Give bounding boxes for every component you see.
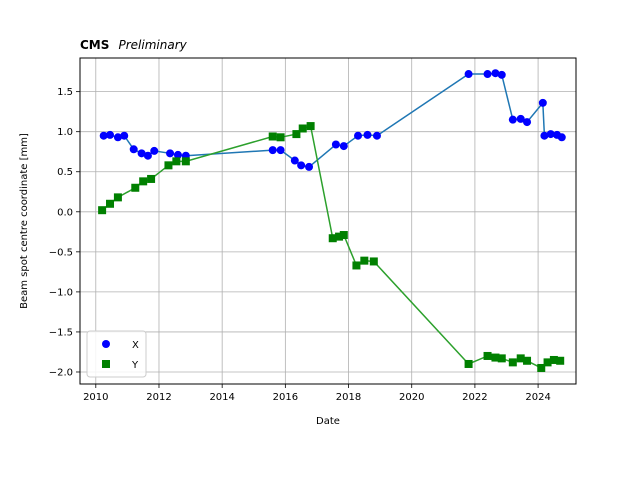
y-tick-label: −2.0 — [49, 367, 73, 378]
series-y-point — [483, 351, 492, 360]
legend: X Y — [86, 330, 147, 378]
series-x-point — [516, 114, 525, 123]
series-x-point — [331, 140, 340, 149]
y-axis-label: Beam spot centre coordinate [mm] — [19, 133, 30, 309]
y-tick-label: −1.5 — [49, 327, 73, 338]
series-y-point — [113, 193, 122, 202]
series-y-point — [352, 261, 361, 270]
x-tick-label: 2020 — [399, 392, 424, 403]
y-axis: −2.0 −1.5 −1.0 −0.5 0.0 0.5 1.0 1.5 — [49, 87, 80, 378]
series-x-point — [557, 133, 566, 142]
series-y-point — [523, 356, 532, 365]
x-axis-label: Date — [316, 416, 340, 427]
series-y-point — [328, 234, 337, 243]
series-x-point — [150, 146, 159, 155]
series-x-point — [483, 70, 492, 79]
subtitle-text: Preliminary — [118, 38, 187, 52]
series-x-point — [268, 146, 277, 155]
series-x-point — [464, 70, 473, 79]
y-gridlines — [80, 91, 576, 373]
series-y-point — [537, 363, 546, 372]
series-x-point — [137, 149, 146, 158]
series-y-point — [147, 174, 156, 183]
series-x-point — [372, 131, 381, 140]
title-text: CMS — [80, 38, 109, 52]
series-x-point — [354, 131, 363, 140]
y-tick-label: −1.0 — [49, 287, 73, 298]
x-tick-label: 2022 — [462, 392, 487, 403]
series-x-point — [106, 130, 115, 139]
series-y-point — [339, 231, 348, 240]
series-x-point — [290, 156, 299, 165]
series-y-point — [369, 257, 378, 266]
y-tick-label: −0.5 — [49, 247, 73, 258]
series-y-point — [181, 157, 190, 166]
series-x-point — [113, 133, 122, 142]
y-tick-label: 0.5 — [57, 167, 73, 178]
x-tick-label: 2016 — [273, 392, 298, 403]
x-gridlines — [95, 58, 539, 384]
series-x-point — [143, 151, 152, 160]
x-tick-label: 2024 — [525, 392, 550, 403]
y-tick-label: 1.0 — [57, 127, 73, 138]
series-markers — [98, 69, 566, 372]
series-y-point — [276, 133, 285, 142]
legend-label-x: X — [132, 340, 139, 351]
series-y-point — [497, 354, 506, 363]
series-x-point — [491, 69, 500, 78]
series-y-point — [306, 122, 315, 131]
legend-marker-y — [102, 360, 110, 368]
series-y-point — [139, 177, 148, 186]
series-x-point — [523, 118, 532, 127]
series-y-point — [292, 130, 301, 139]
series-y-point — [464, 359, 473, 368]
series-y-point — [543, 358, 552, 367]
series-x-point — [173, 150, 182, 159]
legend-box — [86, 330, 147, 378]
series-x-point — [508, 115, 517, 124]
series-x-point — [546, 130, 555, 139]
series-x-point — [339, 142, 348, 151]
series-y-point — [106, 199, 115, 208]
series-y-point — [549, 355, 558, 364]
series-x-point — [99, 131, 108, 140]
legend-label-y: Y — [131, 360, 139, 371]
series-x-point — [363, 130, 372, 139]
x-axis: 2010 2012 2014 2016 2018 2020 2022 2024 — [83, 384, 551, 403]
series-x-point — [497, 70, 506, 79]
series-y-point — [172, 157, 181, 166]
series-x-point — [305, 162, 314, 171]
y-tick-label: 1.5 — [57, 87, 73, 98]
x-tick-label: 2018 — [336, 392, 361, 403]
x-tick-label: 2010 — [83, 392, 108, 403]
series-x-point — [129, 145, 138, 154]
series-x-point — [120, 131, 129, 140]
series-x-point — [540, 131, 549, 140]
series-y-point — [360, 256, 369, 265]
series-y-point — [508, 358, 517, 367]
series-y-point — [298, 124, 307, 133]
series-y-point — [335, 232, 344, 241]
series-x-point — [166, 149, 175, 158]
legend-marker-x — [102, 340, 110, 348]
series-x-point — [297, 161, 306, 170]
series-y-point — [516, 354, 525, 363]
series-y-point — [131, 183, 140, 192]
plot-frame — [79, 57, 577, 385]
series-x-point — [538, 98, 547, 107]
chart-title: CMS Preliminary — [80, 34, 188, 53]
series-x-point — [276, 146, 285, 155]
series-y-point — [98, 206, 107, 215]
series-y-point — [164, 161, 173, 170]
series-y-point — [268, 132, 277, 141]
x-tick-label: 2014 — [209, 392, 234, 403]
series-y-point — [556, 356, 565, 365]
plot-area — [80, 58, 576, 384]
series-y-point — [491, 353, 500, 362]
x-tick-label: 2012 — [146, 392, 171, 403]
y-tick-label: 0.0 — [57, 207, 73, 218]
